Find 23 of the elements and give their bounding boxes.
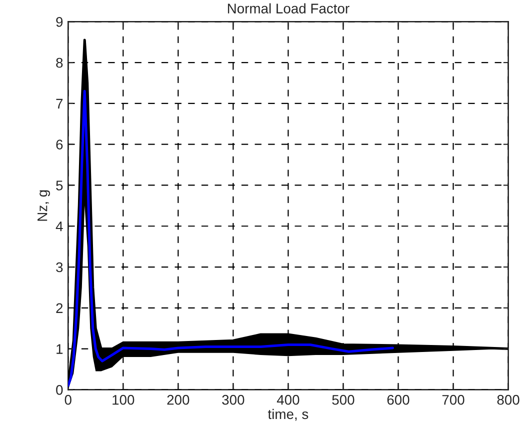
y-tick-label: 3 xyxy=(56,262,63,272)
y-tick-label: 1 xyxy=(56,344,63,354)
y-tick-label: 9 xyxy=(56,16,63,27)
x-tick-label: 700 xyxy=(442,394,464,405)
x-tick-label: 100 xyxy=(112,394,134,405)
chart-title: Normal Load Factor xyxy=(228,3,350,14)
x-tick-label: 600 xyxy=(387,394,410,405)
y-tick-label: 5 xyxy=(56,180,63,190)
x-tick-label: 200 xyxy=(167,394,190,405)
y-tick-label: 4 xyxy=(56,222,63,232)
y-tick-label: 2 xyxy=(56,303,63,313)
x-axis-title: time, s xyxy=(268,408,308,421)
y-axis-title: Nz, g xyxy=(38,190,50,221)
x-tick-label: 400 xyxy=(276,394,300,405)
x-tick-label: 500 xyxy=(332,394,354,405)
line-series xyxy=(68,90,394,387)
y-tick-label: 6 xyxy=(56,140,63,150)
x-tick-label: 300 xyxy=(222,394,244,405)
y-tick-label: 0 xyxy=(56,385,63,395)
x-tick-label: 0 xyxy=(64,394,72,405)
y-tick-label: 7 xyxy=(56,98,63,108)
y-tick-label: 8 xyxy=(56,58,63,68)
x-tick-label: 800 xyxy=(497,394,520,405)
